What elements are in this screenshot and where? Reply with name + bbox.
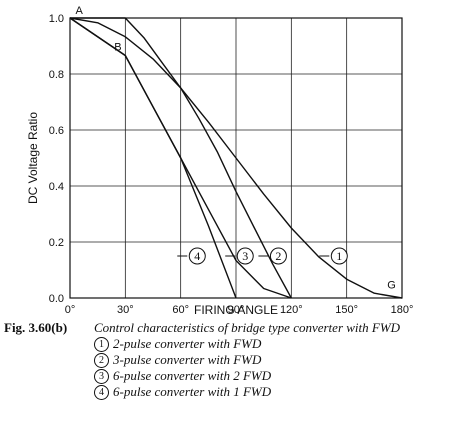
legend-number-3: 3 bbox=[94, 368, 109, 384]
legend-number-4: 4 bbox=[94, 384, 109, 400]
curve-label-4: 4 bbox=[177, 247, 206, 265]
legend-item-1: 1 2-pulse converter with FWD bbox=[94, 336, 445, 352]
curve-label-circle bbox=[236, 247, 254, 265]
figure-number: Fig. 3.60(b) bbox=[4, 320, 68, 335]
curve-label-circle bbox=[330, 247, 348, 265]
legend-item-2: 2 3-pulse converter with FWD bbox=[94, 352, 445, 368]
legend-number-2: 2 bbox=[94, 352, 109, 368]
caption-title: Control characteristics of bridge type c… bbox=[94, 320, 401, 335]
y-tick-label: 0.0 bbox=[49, 293, 64, 305]
x-tick-label: 180° bbox=[391, 304, 414, 316]
caption-heading: Fig. 3.60(b) Control characteristics of … bbox=[4, 320, 445, 336]
curve-label-number: 3 bbox=[242, 249, 248, 263]
curve-label-number: 4 bbox=[194, 249, 200, 263]
point-labels: A B G bbox=[76, 5, 396, 291]
y-tick-label: 1.0 bbox=[49, 13, 64, 25]
y-tick-label: 0.4 bbox=[49, 181, 64, 193]
x-tick-label: 0° bbox=[65, 304, 76, 316]
legend-item-3: 3 6-pulse converter with 2 FWD bbox=[94, 368, 445, 384]
y-tick-label: 0.8 bbox=[49, 69, 64, 81]
curves bbox=[69, 17, 403, 299]
curve-2 bbox=[70, 17, 292, 299]
x-axis-ticks: 0° 30° 60° 90° 120° 150° 180° bbox=[65, 304, 414, 316]
point-label-B: B bbox=[114, 41, 121, 53]
curve-label-circle bbox=[188, 247, 206, 265]
curve-label-number: 2 bbox=[275, 249, 281, 263]
x-tick-label: 150° bbox=[335, 304, 358, 316]
legend-text-4: 6-pulse converter with 1 FWD bbox=[113, 384, 272, 399]
chart: 0.0 0.2 0.4 0.6 0.8 1.0 0° 30° 60° 90° 120° 150° 18… bbox=[26, 5, 414, 317]
legend-item-4: 4 6-pulse converter with 1 FWD bbox=[94, 384, 445, 400]
x-tick-label: 30° bbox=[117, 304, 134, 316]
curve-label-number: 1 bbox=[336, 249, 342, 263]
y-axis-title: DC Voltage Ratio bbox=[26, 112, 40, 204]
y-axis-ticks: 0.0 0.2 0.4 0.6 0.8 1.0 bbox=[49, 13, 64, 305]
curve-label-2: 2 bbox=[258, 247, 287, 265]
x-tick-label: 60° bbox=[172, 304, 189, 316]
curve-1 bbox=[69, 17, 403, 299]
point-label-A: A bbox=[76, 5, 84, 17]
y-tick-label: 0.6 bbox=[49, 125, 64, 137]
curve-label-circle bbox=[269, 247, 287, 265]
legend-text-2: 3-pulse converter with FWD bbox=[113, 352, 262, 367]
x-tick-label: 90° bbox=[228, 304, 245, 316]
figure-caption: Fig. 3.60(b) Control characteristics of … bbox=[4, 320, 445, 400]
x-tick-label: 120° bbox=[280, 304, 303, 316]
legend-number-1: 1 bbox=[94, 336, 109, 352]
curve-label-1: 1 bbox=[319, 247, 348, 265]
curve-label-3: 3 bbox=[225, 247, 254, 265]
y-tick-label: 0.2 bbox=[49, 237, 64, 249]
legend-text-1: 2-pulse converter with FWD bbox=[113, 336, 262, 351]
curve-4 bbox=[69, 17, 237, 299]
x-axis-title: FIRING ANGLE bbox=[194, 303, 278, 317]
legend-text-3: 6-pulse converter with 2 FWD bbox=[113, 368, 272, 383]
curve-labels: 1 2 3 4 bbox=[177, 247, 348, 265]
point-label-G: G bbox=[387, 279, 396, 291]
